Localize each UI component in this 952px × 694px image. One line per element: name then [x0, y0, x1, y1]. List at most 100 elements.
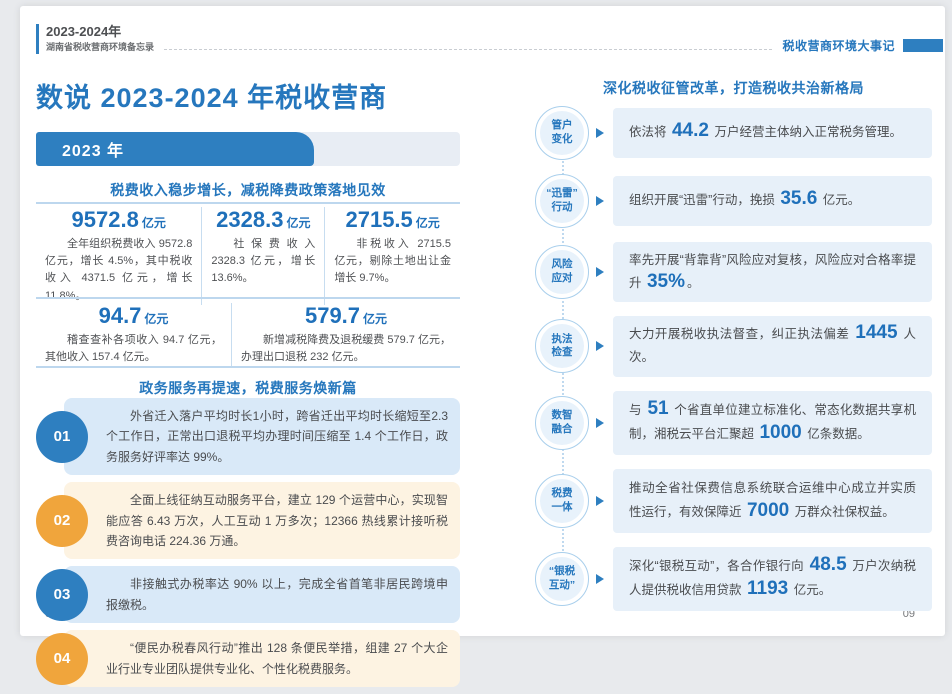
stat-desc: 全年组织税费收入 9572.8 亿元，增长 4.5%，其中税收收入 4371.5…	[45, 238, 193, 302]
stat-unit: 亿元	[363, 312, 388, 326]
stat-desc: 新增减税降费及退税缓费 579.7 亿元，办理出口退税 232 亿元。	[241, 334, 451, 364]
arrow-right-icon	[596, 417, 604, 428]
reform-item: 管户 变化 依法将 44.2 万户经营主体纳入正常税务管理。	[535, 106, 932, 160]
service-number-badge: 01	[36, 410, 88, 463]
stat-unit: 亿元	[141, 216, 166, 230]
year-tab: 2023 年	[36, 132, 460, 166]
reform-badge-label: 管户 变化	[540, 111, 584, 155]
reform-text: 依法将 44.2 万户经营主体纳入正常税务管理。	[629, 121, 902, 144]
reform-item: 税费 一体 推动全省社保费信息系统联合运维中心成立并实质性运行，有效保障近 7000…	[535, 468, 932, 533]
reform-text: 组织开展“迅雷”行动，挽损 35.6 亿元。	[629, 189, 860, 212]
stat-card: 2328.3 亿元 社保费收入 2328.3 亿元，增长 13.6%。	[201, 207, 324, 305]
service-number-badge: 03	[36, 568, 88, 621]
service-text: “便民办税春风行动”推出 128 条便民举措，组建 27 个大企业行业专业团队提…	[106, 641, 448, 676]
reform-item: 执法 检查 大力开展税收执法督查，纠正执法偏差 1445 人次。	[535, 316, 932, 377]
arrow-right-icon	[596, 341, 604, 352]
stat-number: 94.7	[98, 303, 142, 328]
reform-badge-label-line: 互动”	[548, 578, 576, 591]
stats-row-2: 94.7 亿元 稽查查补各项收入 94.7 亿元，其他收入 157.4 亿元。 579…	[36, 303, 460, 367]
reform-badge-label-line: 应对	[551, 272, 573, 285]
arrow-right-icon	[596, 495, 604, 506]
stat-desc: 稽查查补各项收入 94.7 亿元，其他收入 157.4 亿元。	[45, 334, 223, 364]
header-right-block: 税收营商环境大事记	[782, 37, 943, 54]
reform-text-segment: 深化“银税互动”，各合作银行向	[629, 559, 808, 574]
page-number-right: 09	[902, 608, 915, 620]
stat-value: 2328.3 亿元	[211, 207, 315, 233]
highlight-number: 7000	[746, 499, 790, 521]
stat-number: 2715.5	[345, 207, 413, 232]
header-divider-line	[164, 49, 773, 50]
stats-row-1: 9572.8 亿元 全年组织税费收入 9572.8 亿元，增长 4.5%，其中税收收…	[36, 207, 460, 305]
reform-text-segment: 推动全省社保费信息系统联合运维中心成立并实质性运行，有效保障近	[629, 481, 916, 519]
reform-badge-label: 执法 检查	[540, 324, 584, 369]
reform-badge: 税费 一体	[535, 473, 589, 528]
stat-unit: 亿元	[144, 312, 169, 326]
reform-badge-label: 风险 应对	[540, 250, 584, 295]
reform-box: 大力开展税收执法督查，纠正执法偏差 1445 人次。	[613, 316, 932, 377]
reform-text-segment: 。	[687, 276, 700, 291]
service-number-badge: 02	[36, 494, 88, 547]
reform-text-segment: 个省直单位建立标准化、常态化数据共享机制，湘税云平台汇聚超	[629, 403, 916, 441]
reform-item: 数智 融合 与 51 个省直单位建立标准化、常态化数据共享机制，湘税云平台汇聚超 1…	[535, 390, 932, 455]
reform-badge: “银税 互动”	[535, 551, 589, 606]
reform-box: 深化“银税互动”，各合作银行向 48.5 万户次纳税人提供税收信用贷款 1193…	[613, 546, 932, 611]
stat-desc: 非税收入 2715.5 亿元，剔除土地出让金增长 9.7%。	[334, 238, 451, 285]
stat-card: 94.7 亿元稽查查补各项收入 94.7 亿元，其他收入 157.4 亿元。	[36, 303, 231, 366]
reform-badge-label-line: 数智	[551, 408, 573, 421]
year-tab-label: 2023 年	[62, 143, 125, 160]
highlight-number: 1000	[759, 421, 802, 443]
reform-text-segment: 人次。	[629, 327, 916, 365]
reform-text-segment: 万户经营主体纳入正常税务管理。	[710, 125, 902, 140]
reform-text-segment: 依法将	[629, 125, 670, 140]
header-left-block: 2023-2024年 湖南省税收营商环境备忘录	[36, 24, 154, 54]
reform-badge-label-line: 融合	[551, 422, 573, 435]
highlight-number: 51	[647, 398, 669, 420]
highlight-number: 35.6	[780, 188, 818, 210]
reform-text: 推动全省社保费信息系统联合运维中心成立并实质性运行，有效保障近 7000 万群众…	[629, 477, 916, 523]
reform-text: 与 51 个省直单位建立标准化、常态化数据共享机制，湘税云平台汇聚超 1000 …	[629, 399, 916, 445]
service-text: 非接触式办税率达 90% 以上，完成全省首笔非居民跨境申报缴税。	[106, 577, 448, 612]
reform-badge: 风险 应对	[535, 245, 589, 300]
reform-title: 深化税收征管改革，打造税收共治新格局	[603, 80, 864, 96]
service-box: 外省迁入落户平均时长1小时，跨省迁出平均时长缩短至2.3个工作日，正常出口退税平…	[64, 398, 460, 476]
divider	[36, 202, 460, 204]
highlight-number: 1445	[855, 322, 898, 344]
highlight-number: 1193	[746, 577, 789, 599]
header-year: 2023-2024年	[46, 24, 122, 40]
stat-card: 9572.8 亿元全年组织税费收入 9572.8 亿元，增长 4.5%，其中税收收…	[36, 207, 201, 305]
reform-box: 依法将 44.2 万户经营主体纳入正常税务管理。	[613, 108, 932, 158]
year-tab-blue: 2023 年	[36, 132, 314, 166]
header-right-title: 税收营商环境大事记	[782, 39, 895, 53]
stat-number: 9572.8	[71, 207, 139, 232]
service-item: 非接触式办税率达 90% 以上，完成全省首笔非居民跨境申报缴税。 03	[36, 566, 460, 624]
reform-text-segment: 万户次纳税人提供税收信用贷款	[629, 559, 916, 597]
page-title: 数说 2023-2024 年税收营商	[36, 83, 388, 113]
service-box: 非接触式办税率达 90% 以上，完成全省首笔非居民跨境申报缴税。	[64, 566, 460, 624]
reform-badge-label: “银税 互动”	[540, 556, 584, 601]
highlight-number: 44.2	[671, 120, 709, 142]
reform-badge: “迅雷” 行动	[535, 174, 589, 228]
header-accent-bar	[36, 24, 39, 54]
section-heading-service: 政务服务再提速，税费服务焕新篇	[139, 380, 357, 396]
reform-badge-label-line: 管户	[551, 119, 573, 132]
stat-number: 579.7	[304, 303, 361, 328]
stat-value: 579.7 亿元	[241, 303, 451, 329]
doc-header: 2023-2024年 湖南省税收营商环境备忘录 税收营商环境大事记	[36, 16, 943, 54]
reform-badge-label-line: “银税	[548, 564, 576, 577]
highlight-number: 48.5	[809, 554, 847, 576]
stat-card: 579.7 亿元新增减税降费及退税缓费 579.7 亿元，办理出口退税 232 亿…	[231, 303, 460, 367]
arrow-right-icon	[596, 573, 604, 584]
reform-badge-label-line: 执法	[551, 332, 573, 345]
reform-badge-label-line: “迅雷”	[546, 187, 578, 200]
reform-text-segment: 组织开展“迅雷”行动，挽损	[629, 193, 779, 208]
service-items-list: 外省迁入落户平均时长1小时，跨省迁出平均时长缩短至2.3个工作日，正常出口退税平…	[36, 398, 460, 694]
reform-badge-label: 税费 一体	[540, 478, 584, 523]
reform-badge-label: “迅雷” 行动	[540, 179, 584, 223]
stat-unit: 亿元	[415, 216, 440, 230]
reform-badge-label-line: 税费	[551, 486, 573, 499]
reform-item: “迅雷” 行动 组织开展“迅雷”行动，挽损 35.6 亿元。	[535, 174, 932, 228]
reform-text-segment: 与	[629, 403, 646, 418]
service-text: 外省迁入落户平均时长1小时，跨省迁出平均时长缩短至2.3个工作日，正常出口退税平…	[106, 409, 448, 464]
reform-badge: 执法 检查	[535, 319, 589, 374]
service-item: 全面上线征纳互动服务平台，建立 129 个运营中心，实现智能应答 6.43 万次…	[36, 482, 460, 560]
